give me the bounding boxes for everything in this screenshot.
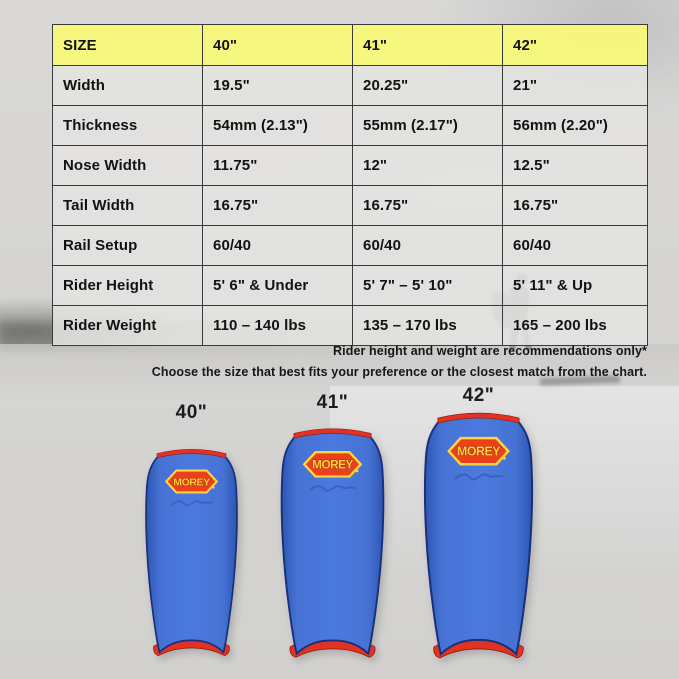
bodyboard-illustration: MOREY bbox=[280, 428, 385, 658]
table-row: Width 19.5" 20.25" 21" bbox=[53, 66, 647, 106]
row-label: Rider Weight bbox=[53, 306, 203, 345]
embossed-script bbox=[170, 500, 214, 507]
table-cell: 110 – 140 lbs bbox=[203, 306, 353, 345]
nose-bumper bbox=[156, 449, 227, 459]
morey-badge: MOREY bbox=[447, 436, 510, 466]
table-cell: 12.5" bbox=[513, 157, 550, 174]
row-label: Rail Setup bbox=[53, 226, 203, 265]
bodyboard-40: 40" MOREY bbox=[141, 402, 242, 659]
table-cell: 55mm (2.17") bbox=[353, 106, 503, 145]
table-cell: 60/40 bbox=[513, 237, 552, 254]
table-cell: 60/40 bbox=[353, 226, 503, 265]
table-row: Rider Height 5' 6" & Under 5' 7" – 5' 10… bbox=[53, 266, 647, 306]
table-cell: 21" bbox=[513, 77, 538, 94]
logo-dot bbox=[355, 469, 359, 473]
bodyboard-illustration: MOREY bbox=[423, 412, 534, 659]
bodyboard-42: 42" MOREY bbox=[419, 385, 538, 662]
table-row: Thickness 54mm (2.13") 55mm (2.17") 56mm… bbox=[53, 106, 647, 146]
table-header-cell: SIZE bbox=[53, 25, 203, 65]
bodyboard-41: 41" MOREY bbox=[276, 392, 389, 661]
table-cell: 56mm (2.20") bbox=[513, 117, 609, 134]
row-label: Nose Width bbox=[53, 146, 203, 185]
table-header-cell: 41" bbox=[353, 25, 503, 65]
table-cell: 12" bbox=[353, 146, 503, 185]
table-row: Tail Width 16.75" 16.75" 16.75" bbox=[53, 186, 647, 226]
table-cell: 16.75" bbox=[353, 186, 503, 225]
board-body bbox=[280, 428, 385, 656]
table-cell: 5' 11" & Up bbox=[513, 277, 593, 294]
table-header-row: SIZE 40" 41" 42" bbox=[53, 25, 647, 66]
table-cell: 11.75" bbox=[203, 146, 353, 185]
morey-badge: MOREY bbox=[164, 469, 219, 494]
board-size-label: 42" bbox=[462, 385, 495, 406]
table-header-cell: 40" bbox=[203, 25, 353, 65]
board-size-label: 40" bbox=[175, 402, 208, 423]
table-cell: 165 – 200 lbs bbox=[513, 317, 607, 334]
morey-logo-text: MOREY bbox=[457, 445, 501, 459]
nose-bumper bbox=[293, 428, 372, 439]
row-label: Thickness bbox=[53, 106, 203, 145]
table-row: Nose Width 11.75" 12" 12.5" bbox=[53, 146, 647, 186]
embossed-script bbox=[453, 473, 504, 481]
table-cell: 16.75" bbox=[513, 197, 559, 214]
footnotes: Rider height and weight are recommendati… bbox=[152, 341, 647, 382]
morey-logo-text: MOREY bbox=[312, 459, 353, 472]
table-cell: 135 – 170 lbs bbox=[353, 306, 503, 345]
footnote-line: Rider height and weight are recommendati… bbox=[333, 344, 647, 358]
table-cell: 60/40 bbox=[203, 226, 353, 265]
logo-dot bbox=[502, 456, 506, 460]
nose-bumper bbox=[437, 412, 520, 424]
table-row: Rail Setup 60/40 60/40 60/40 bbox=[53, 226, 647, 266]
morey-logo-text: MOREY bbox=[173, 476, 210, 488]
logo-dot bbox=[212, 486, 215, 489]
row-label: Rider Height bbox=[53, 266, 203, 305]
row-label: Tail Width bbox=[53, 186, 203, 225]
footnote-line: Choose the size that best fits your pref… bbox=[151, 364, 647, 379]
bodyboard-illustration: MOREY bbox=[145, 449, 238, 656]
embossed-script bbox=[309, 485, 357, 492]
table-cell: 16.75" bbox=[203, 186, 353, 225]
table-cell: 20.25" bbox=[353, 66, 503, 105]
board-body bbox=[145, 449, 238, 654]
table-header-cell: 42" bbox=[513, 36, 538, 54]
table-cell: 5' 7" – 5' 10" bbox=[353, 266, 503, 305]
board-size-label: 41" bbox=[316, 392, 349, 413]
morey-badge: MOREY bbox=[302, 450, 363, 478]
table-row: Rider Weight 110 – 140 lbs 135 – 170 lbs… bbox=[53, 306, 647, 345]
table-cell: 5' 6" & Under bbox=[203, 266, 353, 305]
size-spec-table: SIZE 40" 41" 42" Width 19.5" 20.25" 21" … bbox=[52, 24, 648, 346]
board-body bbox=[423, 413, 534, 656]
row-label: Width bbox=[53, 66, 203, 105]
table-cell: 54mm (2.13") bbox=[203, 106, 353, 145]
table-cell: 19.5" bbox=[203, 66, 353, 105]
